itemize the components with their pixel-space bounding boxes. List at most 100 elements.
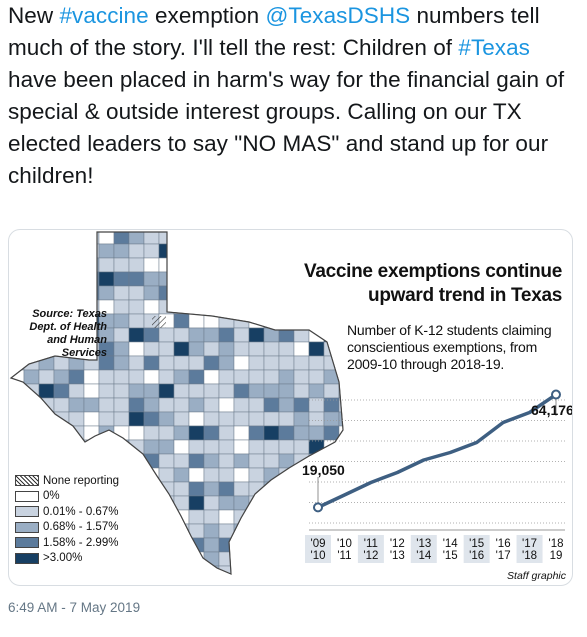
- tweet-timestamp[interactable]: 6:49 AM - 7 May 2019: [8, 600, 141, 615]
- county: [38, 271, 55, 287]
- county: [68, 453, 85, 469]
- county: [143, 341, 160, 357]
- legend-swatch: [15, 475, 39, 487]
- county: [293, 425, 310, 441]
- county: [53, 369, 70, 385]
- county: [113, 425, 130, 441]
- hashtag-or-mention-link[interactable]: @TexasDSHS: [265, 3, 411, 28]
- county: [158, 383, 175, 399]
- county: [158, 565, 175, 574]
- county: [53, 257, 70, 273]
- county: [308, 369, 325, 385]
- series-line: [317, 393, 557, 509]
- county: [293, 341, 310, 357]
- county: [53, 383, 70, 399]
- county: [38, 383, 55, 399]
- county: [293, 495, 310, 511]
- county: [23, 565, 40, 574]
- x-tick-label-top: '17: [522, 538, 538, 550]
- county: [113, 257, 130, 273]
- county: [128, 537, 145, 553]
- county: [83, 397, 100, 413]
- county: [83, 453, 100, 469]
- county: [128, 495, 145, 511]
- map-legend: None reporting 0% 0.01% - 0.67% 0.68% - 1.5…: [15, 473, 119, 566]
- county: [263, 397, 280, 413]
- county: [188, 271, 205, 287]
- county: [113, 453, 130, 469]
- county: [188, 383, 205, 399]
- county: [188, 355, 205, 371]
- county: [113, 397, 130, 413]
- county: [173, 341, 190, 357]
- county: [173, 243, 190, 259]
- county: [128, 355, 145, 371]
- county: [11, 271, 25, 287]
- county: [203, 425, 220, 441]
- county: [218, 453, 235, 469]
- county: [11, 397, 25, 413]
- county: [278, 509, 295, 525]
- county: [203, 271, 220, 287]
- county: [218, 285, 235, 301]
- county: [218, 313, 235, 329]
- county: [338, 565, 343, 574]
- county: [293, 397, 310, 413]
- county: [248, 299, 265, 315]
- county: [293, 369, 310, 385]
- county: [158, 327, 175, 343]
- county: [203, 232, 220, 245]
- county: [68, 439, 85, 455]
- county: [203, 397, 220, 413]
- county: [83, 439, 100, 455]
- county: [23, 425, 40, 441]
- county: [233, 285, 250, 301]
- county: [278, 551, 295, 567]
- county: [278, 369, 295, 385]
- county: [278, 439, 295, 455]
- county: [338, 411, 343, 427]
- county: [188, 232, 205, 245]
- county: [248, 383, 265, 399]
- county: [23, 271, 40, 287]
- county: [188, 313, 205, 329]
- county: [308, 232, 325, 245]
- county: [53, 285, 70, 301]
- county: [113, 299, 130, 315]
- county: [68, 411, 85, 427]
- county: [128, 341, 145, 357]
- county: [23, 369, 40, 385]
- legend-item: None reporting: [15, 473, 119, 489]
- county: [263, 411, 280, 427]
- hashtag-or-mention-link[interactable]: #vaccine: [59, 3, 149, 28]
- county: [248, 495, 265, 511]
- data-point: [313, 502, 323, 513]
- county: [233, 232, 250, 245]
- county: [143, 243, 160, 259]
- county: [248, 257, 265, 273]
- county: [173, 397, 190, 413]
- legend-item: 1.58% - 2.99%: [15, 535, 119, 551]
- county: [278, 285, 295, 301]
- county: [128, 369, 145, 385]
- county: [218, 243, 235, 259]
- x-tick-label-top: '10: [336, 538, 352, 550]
- tweet-text: New #vaccine exemption @TexasDSHS number…: [8, 0, 580, 192]
- county: [158, 453, 175, 469]
- county: [173, 271, 190, 287]
- county: [293, 355, 310, 371]
- county: [323, 232, 340, 245]
- hashtag-or-mention-link[interactable]: #Texas: [458, 35, 530, 60]
- county: [233, 257, 250, 273]
- tweet-media[interactable]: Source: Texas Dept. of Health and Human …: [8, 229, 573, 586]
- end-value-label: 64,176: [531, 402, 573, 418]
- county: [203, 383, 220, 399]
- county: [128, 299, 145, 315]
- county: [203, 299, 220, 315]
- county: [248, 453, 265, 469]
- county: [323, 341, 340, 357]
- county: [11, 257, 25, 273]
- county: [308, 383, 325, 399]
- county: [38, 425, 55, 441]
- county: [323, 243, 340, 259]
